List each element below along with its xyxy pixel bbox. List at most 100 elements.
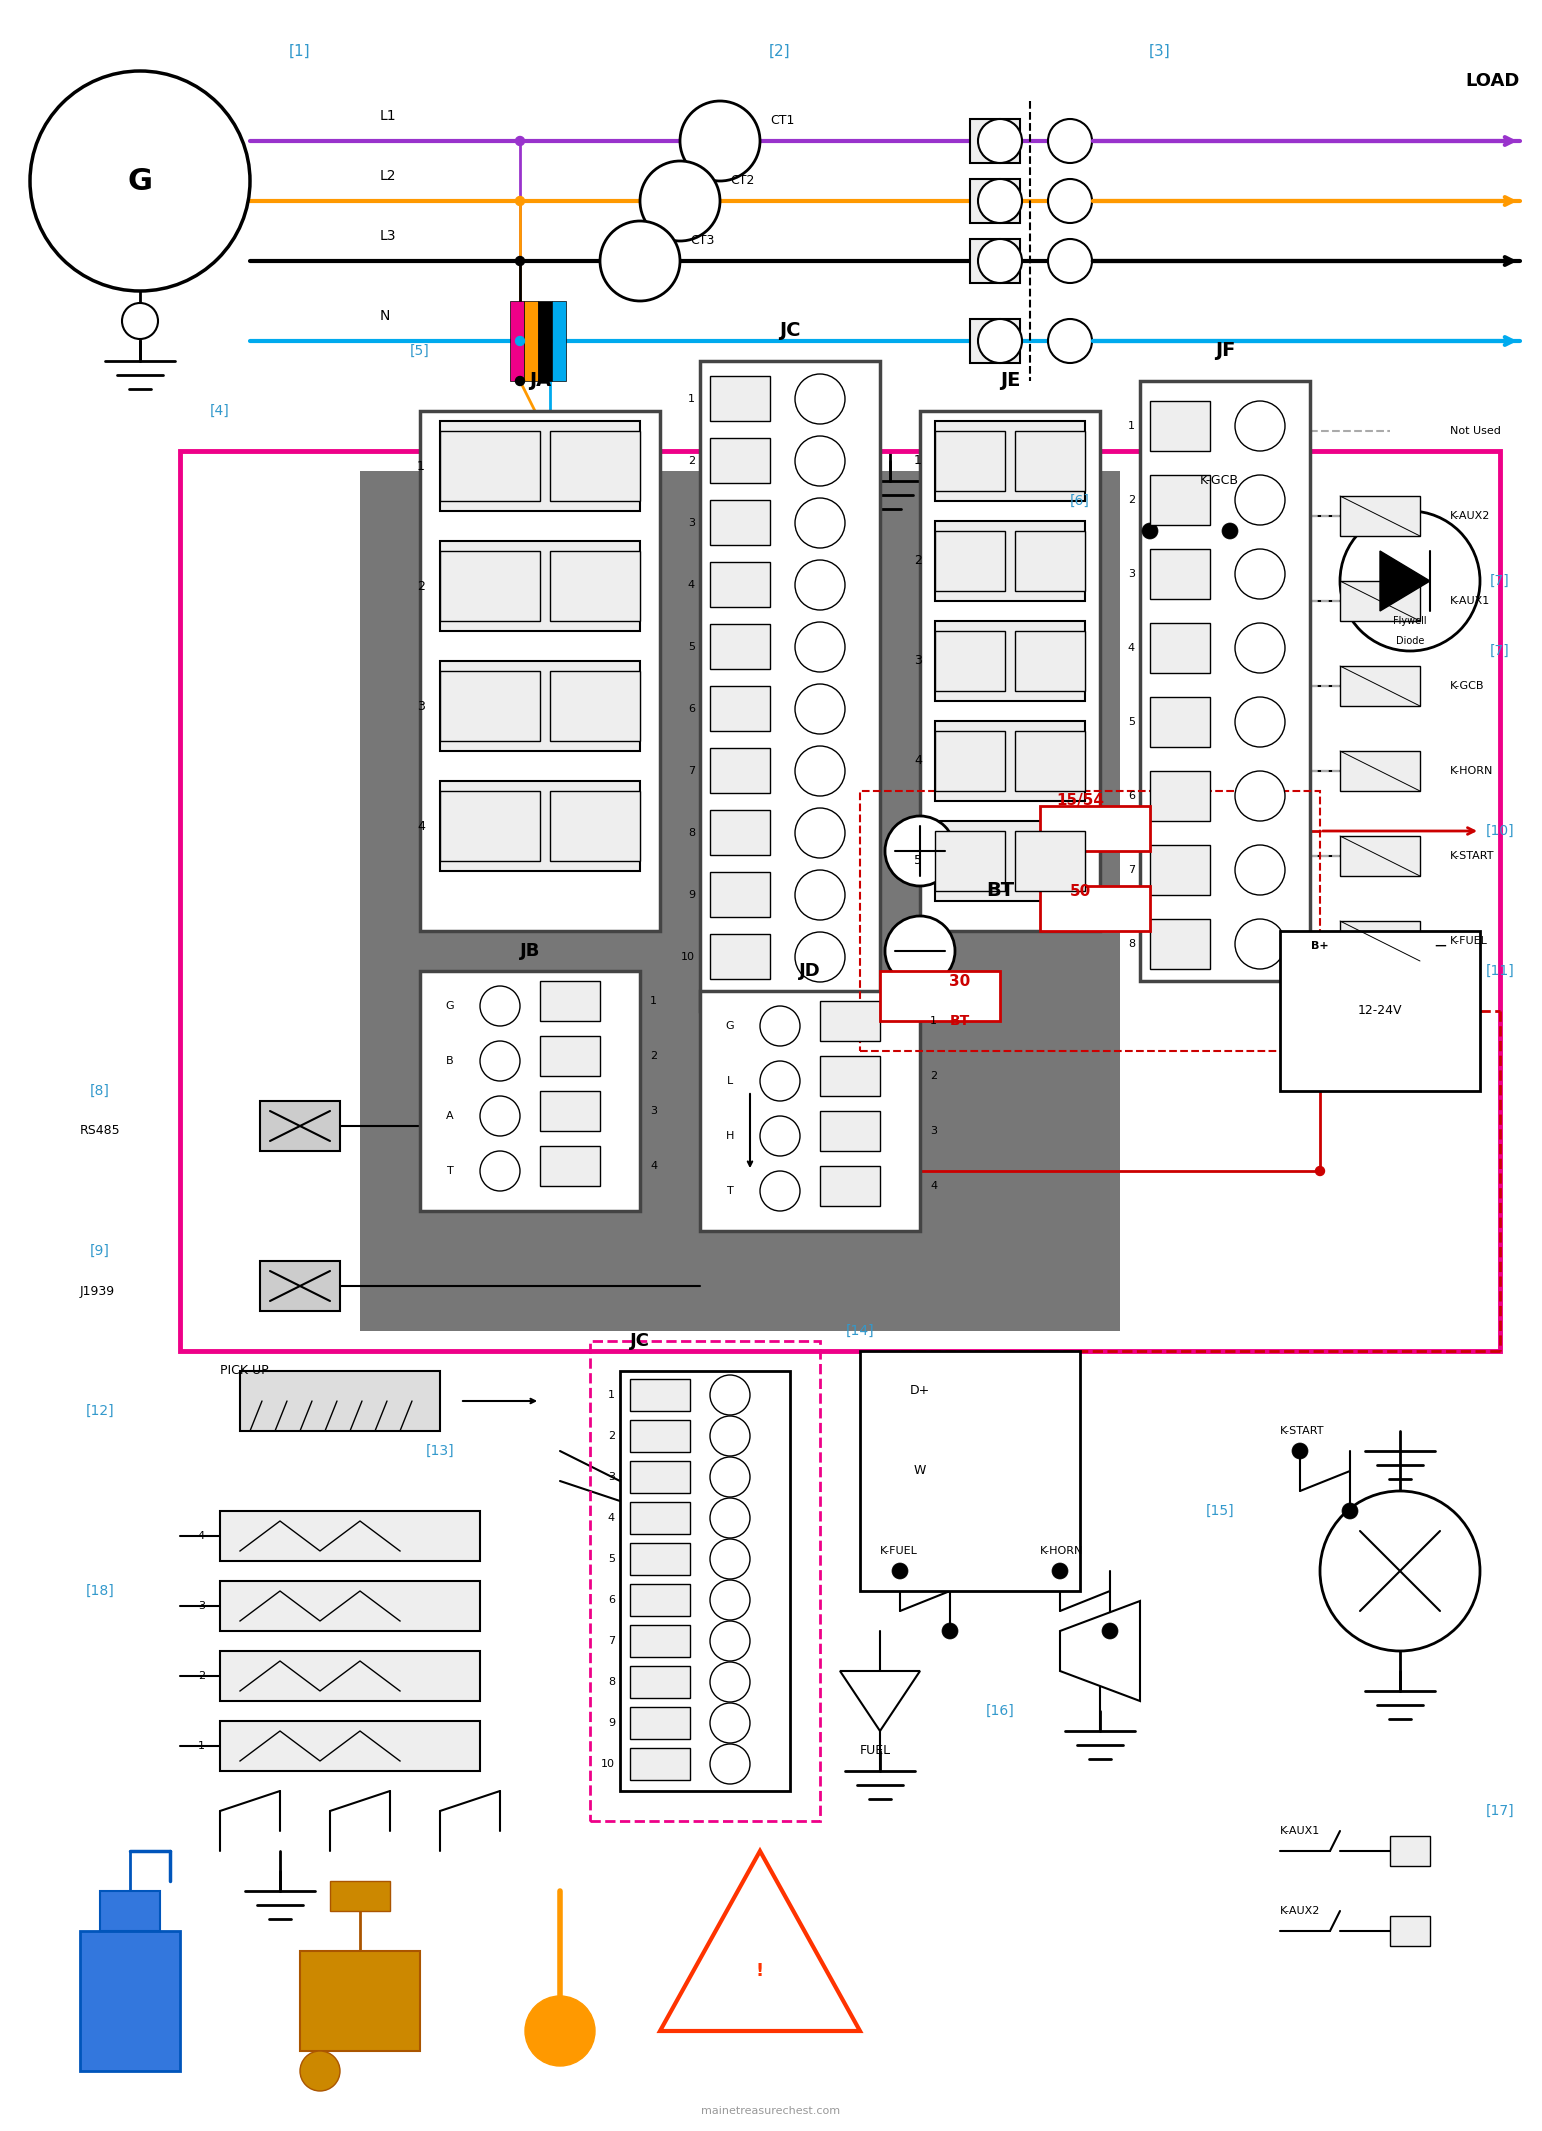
Circle shape — [796, 622, 845, 671]
Text: FUEL: FUEL — [860, 1745, 891, 1758]
Bar — [709, 375, 769, 422]
Bar — [631, 1543, 689, 1575]
Text: 5: 5 — [914, 855, 922, 867]
Text: CT3: CT3 — [689, 234, 714, 247]
Bar — [860, 791, 1320, 1051]
Circle shape — [978, 239, 1022, 283]
Text: 7: 7 — [608, 1637, 615, 1645]
Text: [15]: [15] — [1206, 1504, 1234, 1517]
Bar — [1340, 835, 1420, 876]
Circle shape — [1103, 1624, 1118, 1639]
Circle shape — [760, 1061, 800, 1102]
Bar — [1150, 550, 1210, 599]
Text: B: B — [446, 1057, 453, 1066]
Text: [17]: [17] — [1485, 1805, 1514, 1818]
Text: J1939: J1939 — [80, 1285, 116, 1298]
Circle shape — [796, 746, 845, 797]
Text: K-AUX2: K-AUX2 — [1449, 511, 1491, 520]
Bar — [709, 439, 769, 484]
Text: K-FUEL: K-FUEL — [1449, 936, 1488, 946]
Bar — [700, 991, 921, 1232]
Text: 2: 2 — [930, 1072, 938, 1080]
Text: CT2: CT2 — [729, 175, 754, 188]
Bar — [709, 872, 769, 916]
Bar — [820, 1166, 880, 1206]
Text: BT: BT — [985, 882, 1015, 901]
Circle shape — [515, 136, 524, 145]
Text: K-HORN: K-HORN — [1039, 1545, 1084, 1556]
Text: H: H — [726, 1132, 734, 1140]
Bar — [439, 541, 640, 631]
Text: 2: 2 — [418, 580, 426, 592]
Circle shape — [122, 303, 157, 339]
Circle shape — [1235, 401, 1284, 452]
Text: −: − — [1433, 938, 1446, 955]
Circle shape — [796, 560, 845, 609]
Text: [4]: [4] — [210, 405, 230, 418]
Bar — [524, 300, 538, 381]
Bar — [221, 1581, 480, 1630]
Text: K-START: K-START — [1280, 1426, 1325, 1436]
Text: 1: 1 — [1129, 422, 1135, 430]
Text: W: W — [914, 1464, 927, 1477]
Text: 9: 9 — [688, 891, 695, 899]
Circle shape — [891, 1562, 908, 1579]
Text: 3: 3 — [608, 1473, 615, 1481]
Text: [16]: [16] — [985, 1705, 1015, 1718]
Bar — [550, 791, 640, 861]
Bar — [1340, 582, 1420, 620]
Text: 5: 5 — [608, 1553, 615, 1564]
Circle shape — [885, 916, 954, 987]
Text: 9: 9 — [608, 1718, 615, 1728]
Bar — [934, 831, 1005, 891]
Text: 3: 3 — [930, 1125, 938, 1136]
Bar — [1340, 921, 1420, 961]
Text: 2: 2 — [914, 554, 922, 567]
Bar — [540, 1036, 600, 1076]
Text: [12]: [12] — [86, 1404, 114, 1417]
Text: 3: 3 — [1129, 569, 1135, 580]
Text: 6: 6 — [1129, 791, 1135, 801]
Circle shape — [1315, 1166, 1325, 1176]
Text: L1: L1 — [379, 109, 396, 124]
Bar — [709, 686, 769, 731]
Bar — [1150, 401, 1210, 452]
Bar — [709, 624, 769, 669]
Text: K-AUX1: K-AUX1 — [1449, 597, 1490, 605]
Circle shape — [1235, 622, 1284, 673]
Text: 5: 5 — [1129, 716, 1135, 727]
Circle shape — [1221, 522, 1238, 539]
Bar — [221, 1722, 480, 1771]
Bar — [631, 1462, 689, 1494]
Text: 10: 10 — [601, 1758, 615, 1769]
Text: T: T — [447, 1166, 453, 1176]
Text: 3: 3 — [914, 654, 922, 667]
Bar — [709, 748, 769, 793]
Text: 4: 4 — [651, 1161, 657, 1172]
Bar — [934, 720, 1086, 801]
Text: 2: 2 — [651, 1051, 657, 1061]
Bar — [1340, 750, 1420, 791]
Circle shape — [1143, 522, 1158, 539]
Circle shape — [709, 1498, 749, 1539]
Text: [8]: [8] — [89, 1085, 109, 1097]
Circle shape — [760, 1006, 800, 1046]
Bar — [1389, 1837, 1429, 1867]
Text: [13]: [13] — [426, 1445, 455, 1458]
Text: 12-24V: 12-24V — [1359, 1004, 1402, 1016]
Circle shape — [709, 1622, 749, 1660]
Bar — [934, 422, 1086, 501]
Circle shape — [1235, 475, 1284, 524]
Text: JA: JA — [529, 371, 550, 390]
Text: 3: 3 — [688, 518, 695, 528]
Text: mainetreasurechest.com: mainetreasurechest.com — [702, 2105, 840, 2116]
Text: 4: 4 — [688, 580, 695, 590]
Text: [1]: [1] — [290, 43, 311, 58]
Text: JF: JF — [1215, 341, 1235, 360]
Text: K-AUX1: K-AUX1 — [1280, 1826, 1320, 1837]
Bar — [419, 411, 660, 931]
Text: 1: 1 — [651, 995, 657, 1006]
Circle shape — [709, 1579, 749, 1620]
Circle shape — [515, 196, 524, 205]
Bar — [439, 780, 640, 872]
